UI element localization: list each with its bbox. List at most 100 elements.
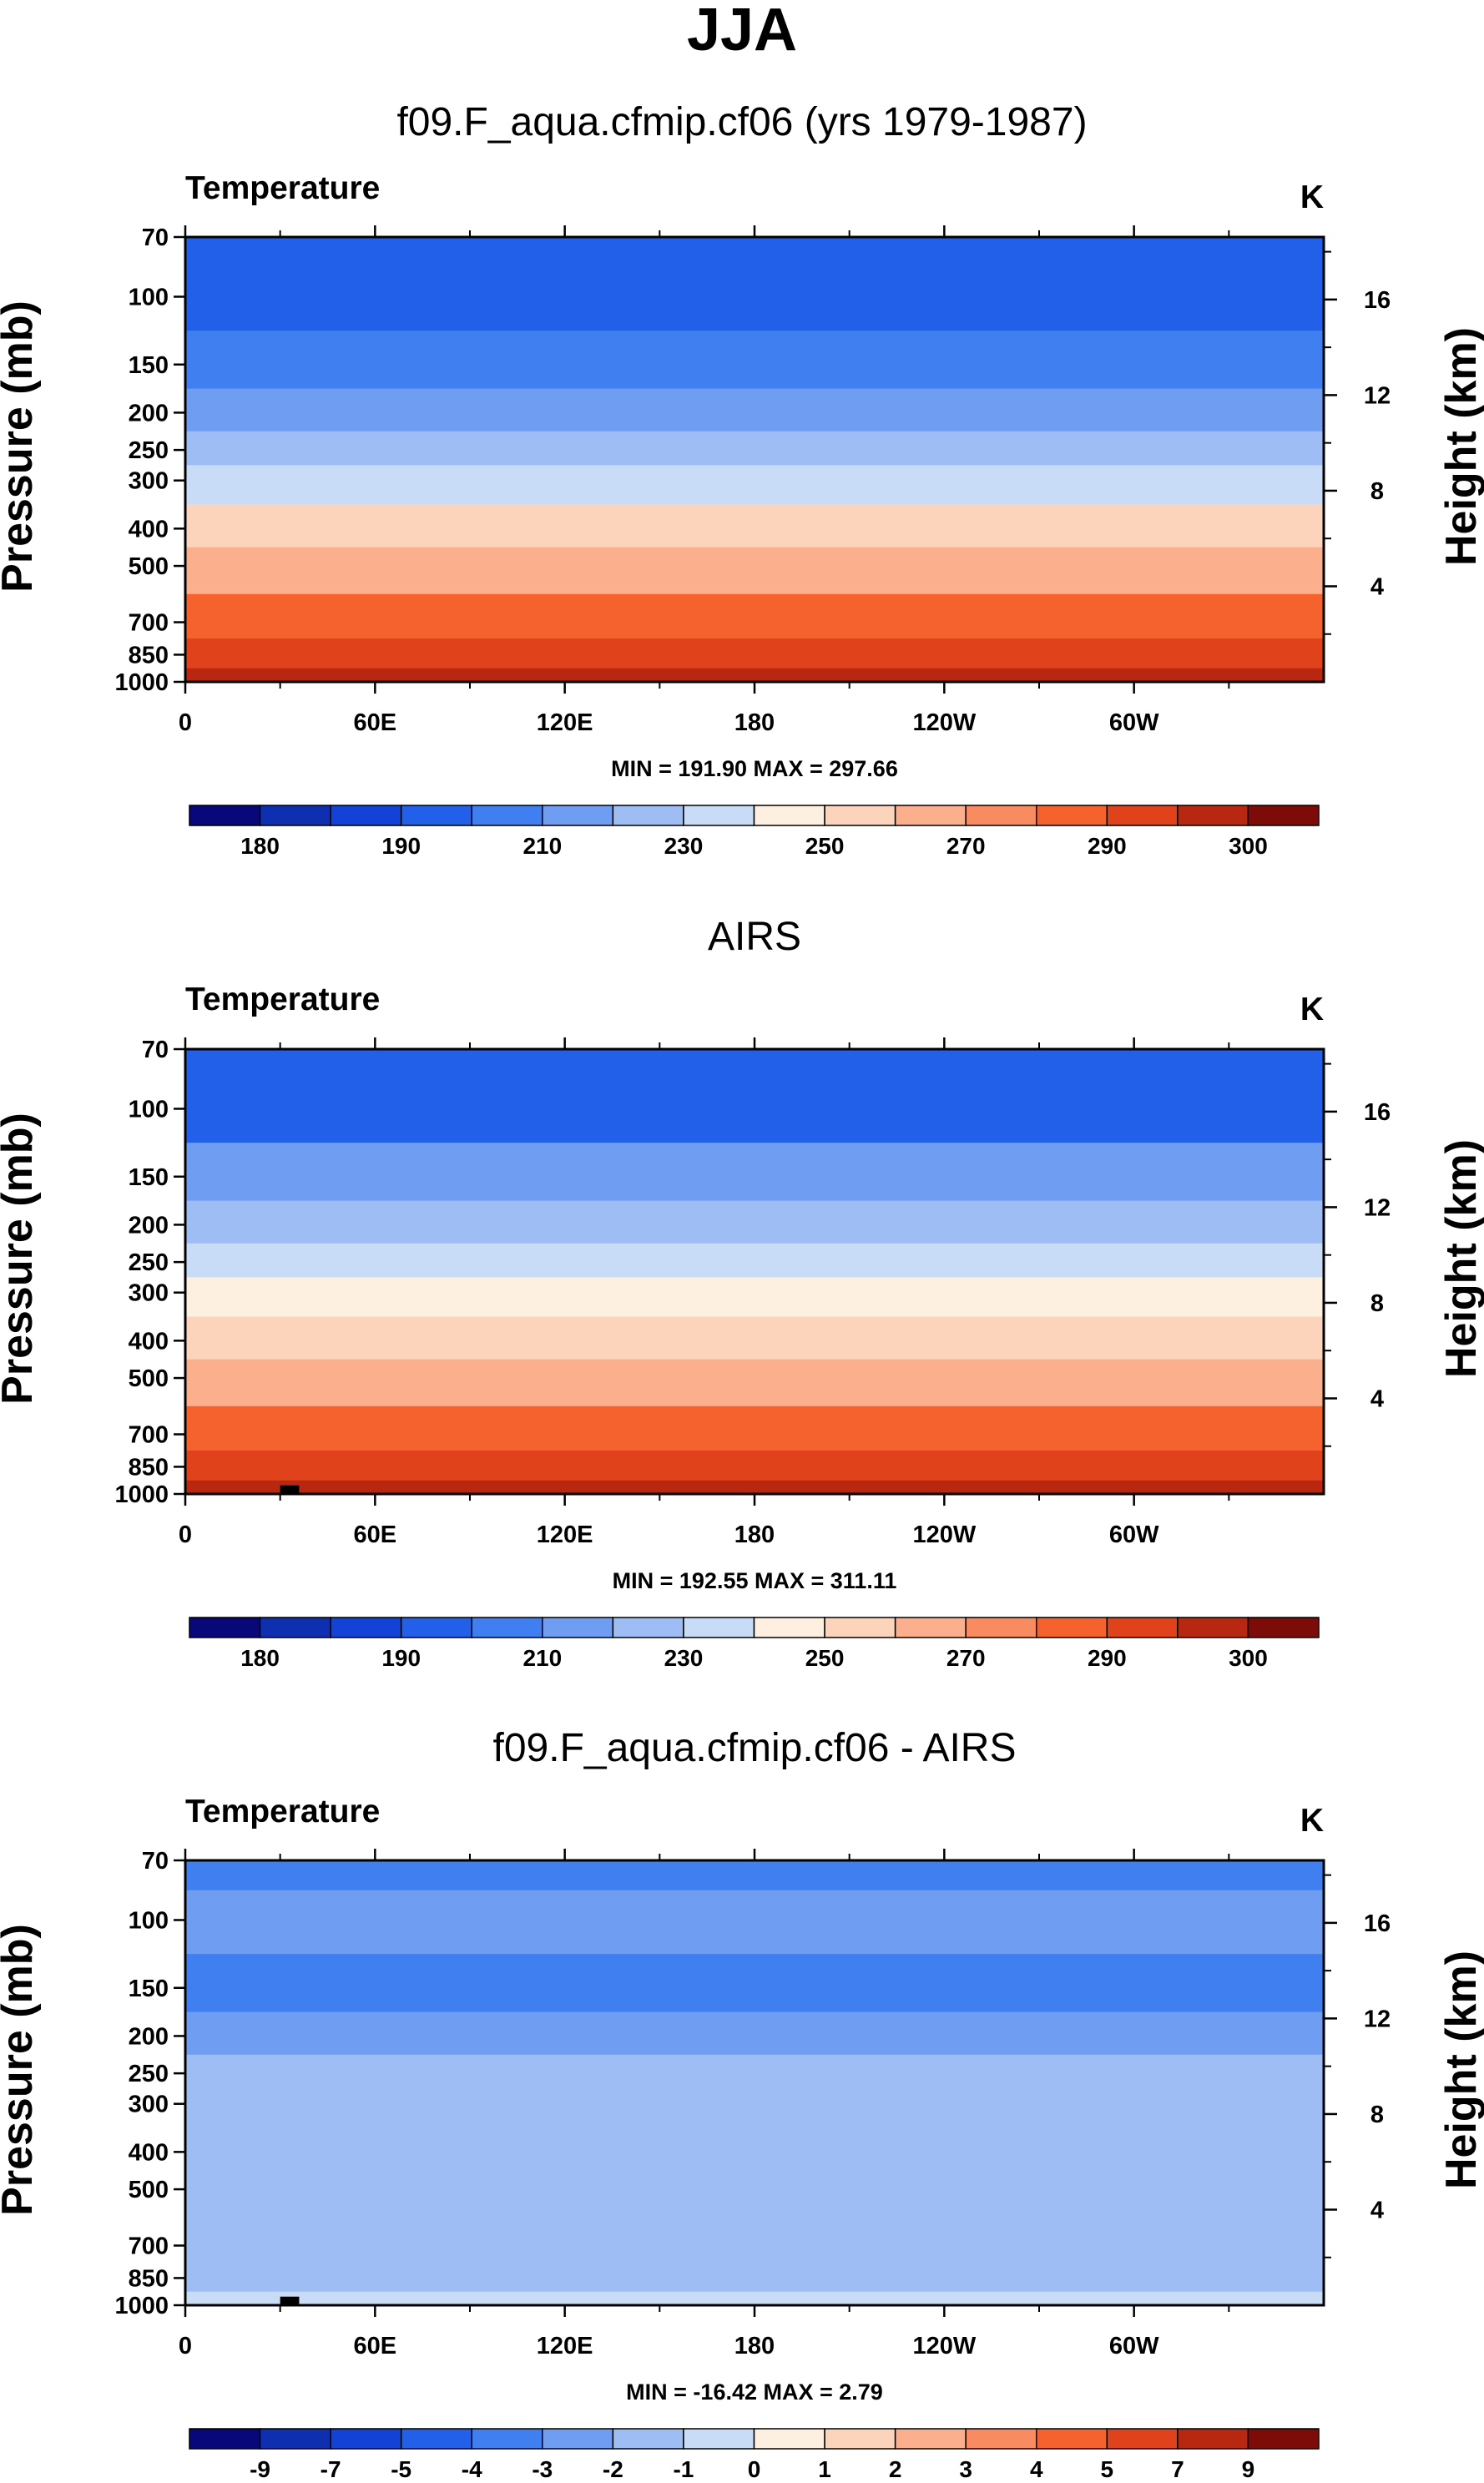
panel-title: f09.F_aqua.cfmip.cf06 (yrs 1979-1987) [396,100,1087,144]
y-tick-label: 1000 [114,669,169,696]
y-tick-label: 400 [129,1328,169,1355]
contour-band [185,1860,1324,1891]
colorbar-swatch [1036,2428,1108,2450]
variable-label: Temperature [185,982,380,1017]
y-tick-label: 70 [142,1037,169,1063]
y-tick-label: 300 [129,1280,169,1307]
panel-difference: f09.F_aqua.cfmip.cf06 - AIRS Temperature… [0,1726,1484,2482]
y-tick-label: 400 [129,516,169,543]
x-tick-label: 120E [537,2333,593,2359]
y-tick-label: 1000 [114,1481,169,1508]
missing-data-region [280,1485,300,1494]
y-right-tick-label: 8 [1370,478,1384,505]
contour-band [185,2088,1324,2129]
colorbar-swatch [1177,1617,1249,1638]
colorbar-label: 250 [805,833,845,859]
panel-airs: AIRS Temperature K Pressure (mb) Height … [0,915,1484,1671]
colorbar-label: -4 [462,2456,482,2482]
colorbar-swatch [965,2428,1037,2450]
colorbar-label: 230 [664,833,704,859]
y-right-tick-label: 16 [1364,1910,1391,1937]
x-tick-label: 120E [537,709,593,736]
colorbar-label: 210 [522,1645,562,1671]
colorbar-swatch [683,1617,755,1638]
contour-band [185,638,1324,669]
contour-band [185,547,1324,595]
colorbar-label: 180 [240,1645,280,1671]
y-tick-label: 70 [142,225,169,251]
y-right-tick-label: 8 [1370,1290,1384,1317]
x-tick-label: 60W [1109,2333,1159,2359]
y-tick-label: 250 [129,1249,169,1276]
colorbar-label: 300 [1229,833,1268,859]
y-tick-label: 200 [129,400,169,426]
colorbar-label: 1 [818,2456,831,2482]
colorbar-label: -3 [532,2456,553,2482]
colorbar-label: 230 [664,1645,704,1671]
colorbar-label: -9 [250,2456,270,2482]
colorbar-swatch [683,805,755,826]
x-tick-label: 180 [734,709,775,736]
y-tick-label: 850 [129,1454,169,1481]
contour-band [185,266,1324,331]
x-tick-label: 60W [1109,709,1159,736]
contour-band [185,1480,1324,1495]
colorbar-label: 270 [946,833,986,859]
colorbar-swatch [189,1617,261,1638]
colorbar-swatch [259,2428,331,2450]
colorbar-label: 3 [959,2456,972,2482]
variable-label: Temperature [185,1794,380,1829]
y-tick-label: 100 [129,1096,169,1123]
colorbar-swatch [259,1617,331,1638]
contour-band [185,2291,1324,2306]
x-tick-label: 0 [179,709,192,736]
y-tick-label: 250 [129,437,169,464]
colorbar-label: 190 [381,1645,421,1671]
contour-band [185,593,1324,639]
units-label: K [1300,992,1324,1027]
y-tick-label: 100 [129,1907,169,1934]
y-tick-label: 700 [129,1422,169,1449]
x-tick-label: 60E [354,2333,397,2359]
colorbar-swatch [965,1617,1037,1638]
contour-band [185,237,1324,268]
min-max-readout: MIN = 191.90 MAX = 297.66 [611,756,898,781]
y-tick-label: 200 [129,1212,169,1239]
y-axis-label-left: Pressure (mb) [0,1113,42,1405]
contour-band [185,1450,1324,1481]
contour-band [185,1954,1324,2013]
x-tick-label: 0 [179,1522,192,1548]
colorbar-swatch [1106,805,1179,826]
colorbar-swatch [612,805,684,826]
contour-band [185,1078,1324,1143]
colorbar-swatch [330,1617,402,1638]
contour-band [185,388,1324,432]
missing-data-region [280,2296,300,2305]
colorbar-swatch [894,1617,967,1638]
contour-plot: 0 60E 120E 180 120W 60W 70 100 150 200 250 300 400 50… [114,225,1391,736]
contour-band [185,1143,1324,1202]
y-tick-label: 500 [129,553,169,580]
x-tick-label: 180 [734,1522,775,1548]
contour-band [185,1277,1324,1318]
contour-band [185,2170,1324,2218]
y-tick-label: 400 [129,2139,169,2166]
y-tick-label: 500 [129,1365,169,1392]
colorbar-swatch [1036,805,1108,826]
y-right-tick-label: 12 [1364,382,1391,409]
colorbar-swatch [471,1617,543,1638]
contour-band [185,668,1324,683]
y-tick-label: 300 [129,2092,169,2118]
contour-band [185,2054,1324,2089]
colorbar-label: -1 [673,2456,694,2482]
colorbar-swatch [824,1617,896,1638]
colorbar-label: 7 [1171,2456,1184,2482]
y-right-tick-label: 16 [1364,1099,1391,1126]
panel-title: AIRS [708,915,801,959]
x-tick-label: 120E [537,1522,593,1548]
contour-band [185,1200,1324,1244]
colorbar-swatch [1036,1617,1108,1638]
colorbar-swatch [471,805,543,826]
colorbar-swatch [542,805,614,826]
